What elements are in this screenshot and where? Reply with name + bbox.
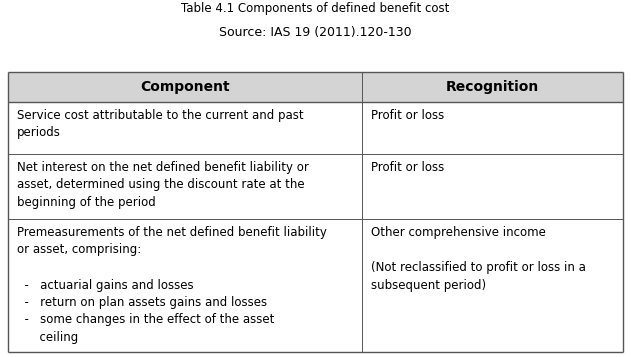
Text: Recognition: Recognition xyxy=(445,80,539,94)
Text: Premeasurements of the net defined benefit liability
or asset, comprising:

  - : Premeasurements of the net defined benef… xyxy=(17,226,327,344)
Text: Table 4.1 Components of defined benefit cost: Table 4.1 Components of defined benefit … xyxy=(181,2,450,15)
Bar xyxy=(8,72,623,102)
Text: Net interest on the net defined benefit liability or
asset, determined using the: Net interest on the net defined benefit … xyxy=(17,161,309,209)
Text: Profit or loss: Profit or loss xyxy=(370,161,444,174)
Text: Other comprehensive income

(Not reclassified to profit or loss in a
subsequent : Other comprehensive income (Not reclassi… xyxy=(370,226,586,292)
Text: Source: IAS 19 (2011).120-130: Source: IAS 19 (2011).120-130 xyxy=(219,26,412,39)
Text: Service cost attributable to the current and past
periods: Service cost attributable to the current… xyxy=(17,109,304,140)
Text: Component: Component xyxy=(140,80,230,94)
Text: Profit or loss: Profit or loss xyxy=(370,109,444,122)
